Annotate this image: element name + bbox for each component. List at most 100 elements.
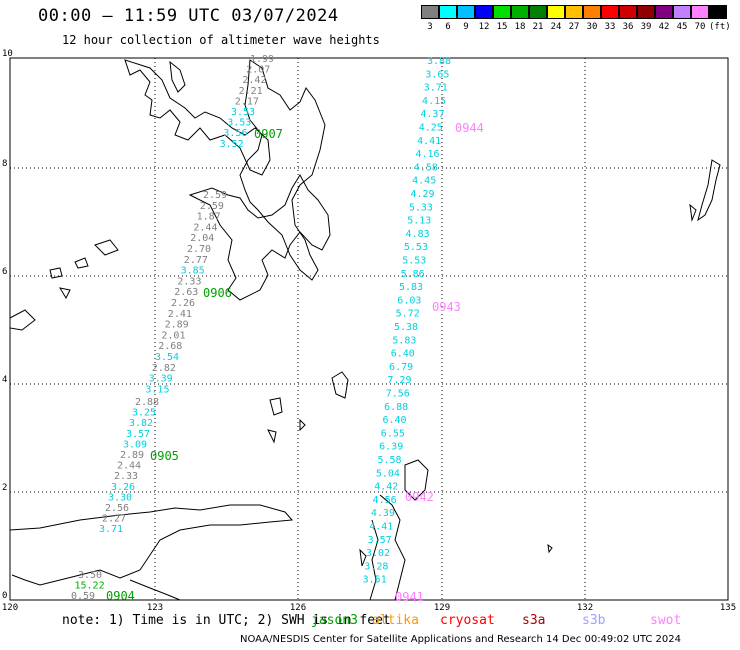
color-swatch [511,5,529,19]
track-value-0944: 4.45 [412,176,436,187]
color-scale-label: 45 [676,22,688,32]
color-swatch [421,5,439,19]
color-swatch [655,5,673,19]
color-swatch [691,5,709,19]
color-scale-label: 21 [532,22,544,32]
track-value-0906: 2.44 [193,222,217,233]
track-value-0944: 4.15 [422,96,446,107]
track-id-0943: 0943 [432,300,461,314]
track-value-0944: 3.57 [368,535,392,546]
track-value-0944: 3.02 [366,548,390,559]
color-scale-label: 3 [427,22,433,32]
color-scale-label: 15 [496,22,508,32]
satellite-legend-swot: swot [650,613,682,628]
color-scale-label: 12 [478,22,490,32]
track-value-0905: 2.44 [117,461,141,472]
track-value-0944: 5.13 [407,216,431,227]
color-swatch [709,5,727,19]
track-id-0905: 0905 [150,449,179,463]
track-value-0905: 3.82 [129,418,153,429]
color-scale-label: 27 [568,22,580,32]
track-value-0944: 4.42 [374,482,398,493]
track-value-0906: 2.89 [165,320,189,331]
track-value-0906: 3.85 [181,266,205,277]
lat-tick-label: 2 [2,483,8,493]
track-id-0907: 0907 [254,127,283,141]
track-value-0944: 6.40 [382,415,406,426]
track-value-0944: 6.40 [391,349,415,360]
track-value-0944: 5.53 [404,242,428,253]
lon-tick-label: 135 [719,603,737,613]
track-value-0904: 0.59 [71,591,95,602]
track-value-0944: 6.03 [397,295,421,306]
track-value-0944: 5.53 [402,256,426,267]
track-value-0906: 2.70 [187,244,211,255]
track-value-0906: 2.63 [174,287,198,298]
track-value-0906: 2.77 [184,255,208,266]
coastlines [9,59,721,601]
lat-tick-label: 4 [2,375,8,385]
track-value-0907: 2.07 [246,65,270,76]
track-value-0905: 3.30 [108,492,132,503]
lon-tick-label: 126 [289,603,307,613]
track-value-0944: 6.79 [389,362,413,373]
track-id-0942: 0942 [405,490,434,504]
track-value-0907: 3.52 [220,139,244,150]
track-value-0906: 3.39 [149,374,173,385]
color-swatch [601,5,619,19]
track-id-0906: 0906 [203,286,232,300]
track-value-0906: 2.26 [171,298,195,309]
color-scale-label: 30 [586,22,598,32]
lat-tick-label: 8 [2,159,8,169]
track-value-0906: 2.59 [200,201,224,212]
map-title: 00:00 – 11:59 UTC 03/07/2024 [38,6,339,26]
track-value-0907: 3.53 [231,107,255,118]
lat-tick-label: 0 [2,591,8,601]
track-value-0906: 2.59 [203,190,227,201]
color-scale-label: 18 [514,22,526,32]
track-value-0906: 3.15 [145,384,169,395]
track-value-0906: 2.33 [177,276,201,287]
track-value-0907: 3.56 [223,128,247,139]
color-swatch [529,5,547,19]
satellite-legend-jason3: jason3 [311,613,358,628]
track-value-0944: 4.41 [417,136,441,147]
color-scale-label: 6 [445,22,451,32]
color-scale-label: 24 [550,22,562,32]
track-value-0905: 2.33 [114,471,138,482]
track-labels: 1.992.072.422.212.173.533.533.563.520907… [71,54,484,604]
footer-credit: NOAA/NESDIS Center for Satellite Applica… [240,634,682,645]
color-swatch [619,5,637,19]
lon-tick-label: 129 [433,603,451,613]
track-value-0906: 2.01 [161,330,185,341]
track-value-0906: 2.04 [190,233,214,244]
color-swatch [637,5,655,19]
track-value-0944: 3.28 [364,561,388,572]
track-value-0905: 3.26 [111,482,135,493]
track-value-0944: 3.71 [424,83,448,94]
track-value-0944: 7.29 [387,375,411,386]
color-swatch [583,5,601,19]
track-value-0944: 3.88 [427,56,451,67]
track-value-0905: 2.88 [135,397,159,408]
color-scale-label: 42 [658,22,670,32]
map-frame [9,57,729,601]
track-value-0944: 4.41 [369,522,393,533]
track-value-0944: 5.33 [409,202,433,213]
track-value-0944: 3.51 [363,575,387,586]
color-swatch [439,5,457,19]
color-scale-label: 36 [622,22,634,32]
track-value-0906: 2.68 [158,341,182,352]
lon-tick-label: 132 [576,603,594,613]
track-value-0905: 3.57 [126,429,150,440]
track-value-0904: 15.22 [75,581,105,592]
color-swatch [493,5,511,19]
color-swatch [475,5,493,19]
track-id-0904: 0904 [106,589,135,603]
track-value-0944: 7.56 [386,389,410,400]
track-value-0944: 4.16 [415,149,439,160]
color-swatch [673,5,691,19]
track-value-0944: 4.56 [373,495,397,506]
color-scale-label: (ft) [709,22,731,32]
lat-tick-label: 6 [2,267,8,277]
